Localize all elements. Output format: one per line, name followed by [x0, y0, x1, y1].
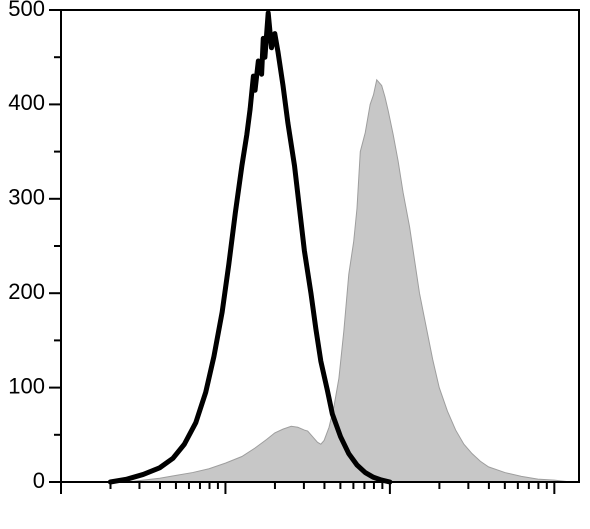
histogram-chart: 0 100 200 300 400 500 [0, 0, 590, 529]
svg-text:300: 300 [8, 185, 45, 210]
svg-text:0: 0 [33, 468, 45, 493]
svg-text:100: 100 [8, 373, 45, 398]
chart-svg: 0 100 200 300 400 500 [0, 0, 590, 529]
svg-text:400: 400 [8, 90, 45, 115]
svg-text:500: 500 [8, 0, 45, 21]
svg-text:200: 200 [8, 279, 45, 304]
